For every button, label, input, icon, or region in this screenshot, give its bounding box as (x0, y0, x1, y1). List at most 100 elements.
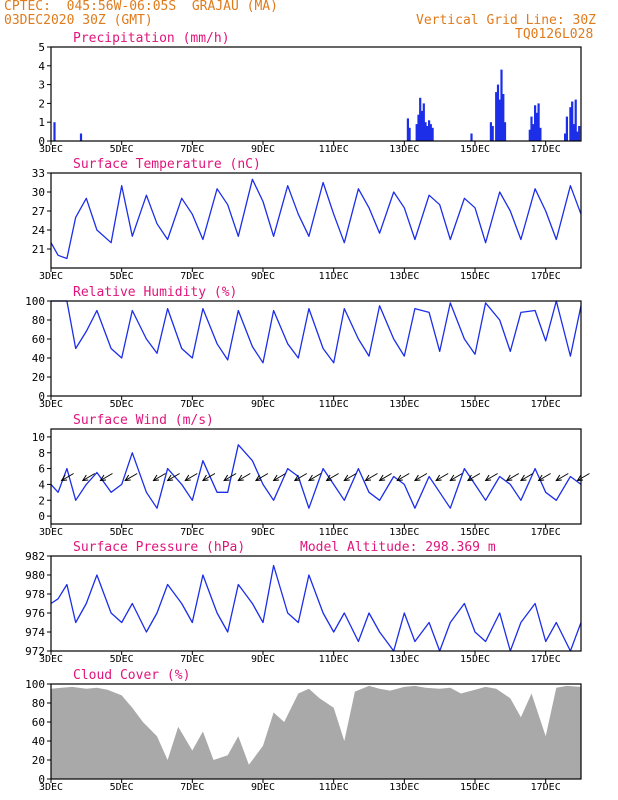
wind-xtick-label: 17DEC (531, 527, 561, 538)
cloud-xtick-label: 9DEC (251, 782, 275, 793)
temp-ytick-label: 30 (32, 186, 45, 199)
wind-vector-head (184, 474, 191, 482)
wind-vector-head (152, 474, 160, 482)
precip-xtick-label: 9DEC (251, 144, 275, 155)
precip-bar (535, 112, 538, 141)
header-model-code: TQ0126L028 (515, 27, 594, 42)
cloud-ytick-label: 0 (38, 773, 45, 786)
wind-vector-head (413, 474, 421, 482)
wind-vector (223, 473, 237, 481)
wind-vector-head (519, 474, 527, 482)
wind-vector-head (99, 474, 107, 482)
rh-xtick-label: 13DEC (389, 399, 419, 410)
wind-vector (185, 473, 198, 481)
wind-vector (100, 473, 113, 481)
precip-frame (50, 46, 582, 142)
precip-bar (576, 131, 579, 141)
temp-title: Surface Temperature (nC) (73, 157, 261, 172)
wind-vector (577, 473, 590, 481)
wind-vector-head (223, 474, 230, 482)
precip-bar (431, 127, 434, 141)
precip-ytick-label: 5 (38, 41, 45, 54)
temp-ytick-label: 33 (32, 167, 45, 180)
wind-ytick-label: 6 (38, 463, 45, 476)
precip-bar (424, 122, 427, 141)
rh-ytick-label: 60 (32, 333, 45, 346)
cloud-frame (50, 683, 582, 780)
wind-vector (435, 473, 449, 481)
pressure-title: Surface Pressure (hPa) (73, 540, 245, 555)
wind-ytick-label: 4 (38, 478, 45, 491)
rh-ytick-label: 0 (38, 390, 45, 403)
temp-xtick-label: 5DEC (110, 271, 134, 282)
cloud-xtick-label: 15DEC (460, 782, 490, 793)
precip-bar (491, 126, 494, 141)
precip-xtick-label: 11DEC (319, 144, 349, 155)
precip-xtick-label: 7DEC (180, 144, 204, 155)
wind-vector (467, 473, 481, 481)
precip-bar (503, 122, 507, 141)
cloud-xtick-label: 7DEC (180, 782, 204, 793)
wind-vector (153, 473, 166, 481)
temp-xtick-label: 15DEC (460, 271, 490, 282)
pressure-frame (50, 555, 582, 652)
rh-title: Relative Humidity (%) (73, 285, 237, 300)
wind-vector-head (364, 474, 372, 482)
wind-vector (414, 473, 428, 481)
wind-vector (506, 473, 520, 481)
cloud-ytick-label: 40 (32, 735, 45, 748)
wind-vector-head (505, 474, 513, 482)
precip-bar (496, 84, 500, 141)
precip-bar (53, 122, 56, 141)
pressure-ytick-label: 982 (25, 550, 45, 563)
rh-xtick-label: 17DEC (531, 399, 561, 410)
cloud-ytick-label: 20 (32, 754, 45, 767)
precip-bar (408, 127, 411, 141)
wind-xtick-label: 3DEC (39, 527, 63, 538)
cloud-title: Cloud Cover (%) (73, 668, 190, 683)
wind-ytick-label: 10 (32, 431, 45, 444)
rh-xtick-label: 7DEC (180, 399, 204, 410)
wind-vector-head (307, 474, 315, 482)
rh-xtick-label: 5DEC (110, 399, 134, 410)
precip-bar (502, 94, 505, 141)
wind-vector-head (449, 474, 456, 482)
pressure-xtick-label: 9DEC (251, 654, 275, 665)
temp-ytick-label: 24 (32, 224, 46, 237)
wind-frame (50, 428, 582, 525)
wind-vector-head (343, 474, 350, 482)
precip-bar (79, 133, 83, 141)
precip-bar (470, 133, 473, 141)
wind-vector (365, 473, 378, 481)
temp-xtick-label: 17DEC (531, 271, 561, 282)
precip-bar (489, 122, 492, 141)
wind-vector (344, 473, 357, 481)
wind-vector (520, 473, 534, 481)
precip-bar (500, 69, 503, 141)
wind-xtick-label: 7DEC (180, 527, 204, 538)
header-location: CPTEC: 045:56W-06:05S GRAJAU (MA) (4, 0, 278, 14)
precip-bar (428, 120, 431, 141)
wind-vector-head (466, 474, 474, 482)
rh-xtick-label: 11DEC (319, 399, 349, 410)
temp-ytick-label: 27 (32, 205, 45, 218)
precip-bar (565, 116, 568, 141)
wind-vector (326, 473, 339, 481)
temp-xtick-label: 9DEC (251, 271, 275, 282)
pressure-ytick-label: 978 (25, 588, 45, 601)
precip-bar (534, 105, 537, 141)
wind-xtick-label: 11DEC (319, 527, 349, 538)
wind-title: Surface Wind (m/s) (73, 413, 214, 428)
wind-vector (124, 473, 138, 481)
pressure-xtick-label: 5DEC (110, 654, 134, 665)
pressure-xtick-label: 11DEC (319, 654, 349, 665)
pressure-xtick-label: 7DEC (180, 654, 204, 665)
rh-ytick-label: 80 (32, 314, 45, 327)
wind-xtick-label: 5DEC (110, 527, 134, 538)
wind-xtick-label: 9DEC (251, 527, 275, 538)
wind-ytick-label: 8 (38, 447, 45, 460)
wind-vector (485, 473, 498, 481)
wind-vector-head (435, 474, 442, 482)
wind-vector-head (124, 474, 131, 482)
